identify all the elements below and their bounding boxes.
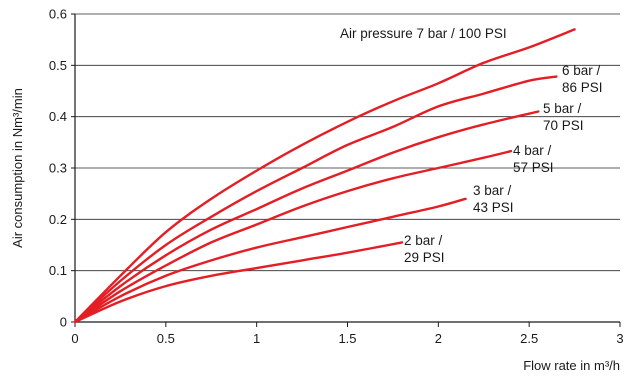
y-tick-label-0: 0 — [60, 315, 67, 330]
y-tick-label-4: 0.4 — [49, 109, 67, 124]
y-tick-label-1: 0.1 — [49, 263, 67, 278]
series-line-3 — [73, 149, 513, 324]
x-tick-label-3: 1.5 — [338, 331, 356, 346]
y-tick-label-5: 0.5 — [49, 58, 67, 73]
series-label-1-line-0: 6 bar / — [562, 63, 601, 78]
x-tick-label-6: 3 — [616, 331, 623, 346]
series-line-5 — [73, 241, 404, 324]
series-labels: Air pressure 7 bar / 100 PSI 6 bar / 86 PS… — [340, 26, 603, 265]
gridlines — [75, 13, 620, 272]
series-label-5-line-0: 2 bar / — [404, 233, 443, 248]
series-label-3-line-0: 4 bar / — [513, 143, 552, 158]
series-label-2-line-0: 5 bar / — [543, 101, 582, 116]
series-label-2-line-1: 70 PSI — [543, 118, 584, 133]
y-tick-label-3: 0.3 — [49, 161, 67, 176]
x-tick-label-2: 1 — [253, 331, 260, 346]
series-label-3-line-1: 57 PSI — [513, 160, 554, 175]
series-curves — [73, 28, 576, 324]
series-label-1-line-1: 86 PSI — [562, 80, 603, 95]
x-tick-label-5: 2.5 — [520, 331, 538, 346]
y-axis-label: Air consumption in Nm³/min — [10, 88, 25, 248]
x-tick-label-4: 2 — [435, 331, 442, 346]
y-tick-label-2: 0.2 — [49, 212, 67, 227]
series-label-4-line-0: 3 bar / — [473, 183, 512, 198]
series-label-0-line-0: Air pressure 7 bar / 100 PSI — [340, 26, 507, 41]
y-axis-ticks: 0 0.1 0.2 0.3 0.4 0.5 0.6 — [49, 7, 75, 330]
x-axis-label: Flow rate in m³/h — [523, 358, 620, 373]
x-tick-label-1: 0.5 — [157, 331, 175, 346]
x-tick-label-0: 0 — [71, 331, 78, 346]
series-line-2 — [73, 110, 540, 324]
series-line-4 — [73, 197, 467, 324]
x-axis-ticks: 0 0.5 1 1.5 2 2.5 3 — [71, 322, 624, 346]
series-label-5-line-1: 29 PSI — [404, 250, 445, 265]
series-line-1 — [73, 75, 558, 324]
series-line-0 — [73, 28, 576, 324]
series-label-4-line-1: 43 PSI — [473, 200, 514, 215]
y-tick-label-6: 0.6 — [49, 7, 67, 22]
